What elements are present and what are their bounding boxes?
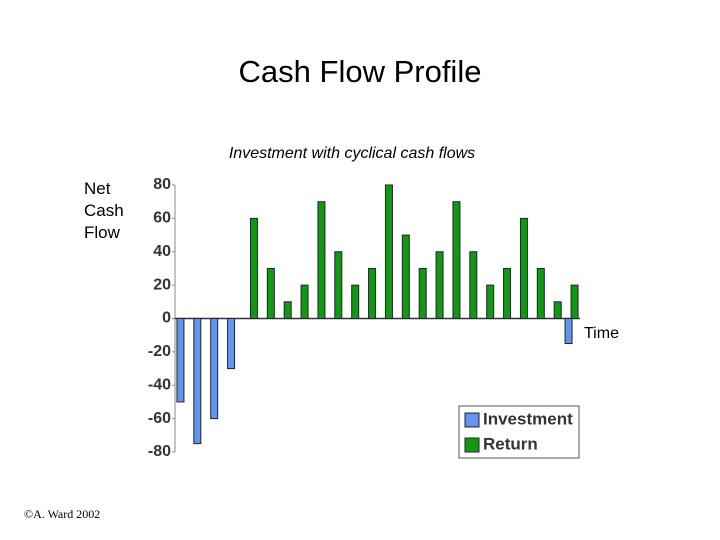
y-axis-label: Net Cash Flow	[84, 179, 124, 242]
bar	[401, 234, 410, 319]
bar	[418, 267, 427, 319]
bar	[210, 318, 219, 420]
bar	[570, 284, 579, 319]
bar	[536, 267, 545, 319]
legend-label: Return	[483, 434, 538, 453]
y-tick-label: -60	[148, 410, 171, 427]
x-axis-label: Time	[584, 325, 619, 342]
bar	[176, 318, 185, 403]
y-tick-label: 80	[153, 176, 171, 193]
bar	[249, 217, 258, 319]
y-tick-label: -20	[148, 343, 171, 360]
bar	[300, 284, 309, 319]
bar	[486, 284, 495, 319]
chart-subtitle: Investment with cyclical cash flows	[229, 145, 475, 162]
y-tick-label: -80	[148, 443, 171, 460]
legend-swatch	[464, 437, 480, 453]
legend-swatch	[464, 412, 480, 428]
y-tick-label: 20	[153, 276, 171, 293]
footer: ©A. Ward 2002	[24, 507, 100, 521]
bar	[266, 267, 275, 319]
bar	[334, 251, 343, 319]
bar	[469, 251, 478, 319]
bar	[435, 251, 444, 319]
bar	[384, 184, 393, 319]
bar	[564, 318, 573, 345]
y-tick-label: 40	[153, 243, 171, 260]
bar	[351, 284, 360, 319]
y-tick-label: -40	[148, 376, 171, 393]
bar	[227, 318, 236, 370]
bar	[519, 217, 528, 319]
y-tick-label: 60	[153, 210, 171, 227]
bar	[368, 267, 377, 319]
legend-label: Investment	[483, 409, 573, 428]
bar	[503, 267, 512, 319]
bar	[283, 301, 292, 319]
bar	[553, 301, 562, 319]
chart-title: Cash Flow Profile	[239, 54, 482, 89]
bar	[317, 201, 326, 319]
bar	[193, 318, 202, 445]
y-tick-label: 0	[162, 310, 171, 327]
bar	[452, 201, 461, 319]
